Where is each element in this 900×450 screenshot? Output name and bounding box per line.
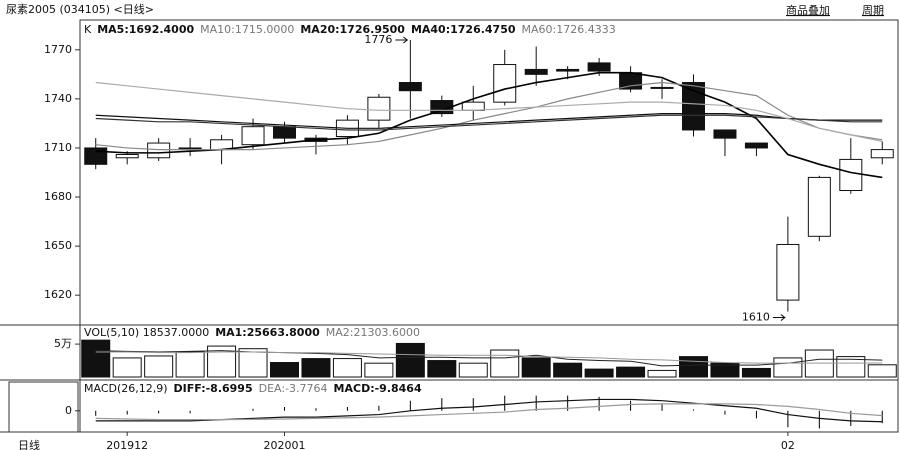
volume-bar <box>741 367 771 378</box>
candle-body <box>178 147 202 150</box>
volume-bar <box>144 355 174 378</box>
volume-bar <box>395 342 425 378</box>
period-link[interactable]: 周期 <box>862 4 884 17</box>
main-legend: K MA5:1692.4000 MA10:1715.0000 MA20:1726.95… <box>84 23 616 36</box>
y-tick-label: 0 <box>65 404 72 417</box>
candle-body <box>839 158 863 191</box>
volume-bar <box>490 349 520 378</box>
candle-body <box>556 68 580 72</box>
y-tick-label: 1680 <box>44 190 72 203</box>
y-tick-label: 1740 <box>44 92 72 105</box>
macd-legend: MACD(26,12,9) DIFF:-8.6995 DEA:-3.7764 MACD… <box>84 382 422 395</box>
legend-entry: MA20:1726.9500 <box>300 23 405 36</box>
volume-bar <box>584 368 614 378</box>
legend-entry: MA40:1726.4750 <box>411 23 516 36</box>
title: 尿素2005 (034105) <日线> <box>6 2 154 16</box>
candle-body <box>744 142 768 149</box>
vol-legend: VOL(5,10) 18537.0000 MA1:25663.8000 MA2:21… <box>84 326 420 339</box>
candle-body <box>776 243 800 301</box>
line <box>95 403 883 421</box>
volume-bar <box>616 366 646 378</box>
legend-entry: MA10:1715.0000 <box>200 23 294 36</box>
line <box>95 113 883 129</box>
volume-bar <box>332 358 362 378</box>
line <box>95 114 883 131</box>
legend-entry: MA5:1692.4000 <box>97 23 194 36</box>
volume-bar <box>836 356 866 378</box>
legend-label: VOL(5,10) <box>84 326 139 339</box>
line <box>95 81 883 143</box>
candle-body <box>682 82 705 131</box>
line <box>95 350 883 367</box>
volume-bar <box>238 348 268 378</box>
y-tick-label: 1650 <box>44 239 72 252</box>
candle-body <box>713 129 737 139</box>
volume-bar <box>81 339 111 378</box>
candle-body <box>115 154 139 159</box>
candle-body <box>493 64 517 103</box>
candle-body <box>870 149 894 159</box>
legend-label: K <box>84 23 92 36</box>
candle-body <box>461 101 485 111</box>
line <box>95 81 883 151</box>
legend-entry: MA60:1726.4333 <box>522 23 616 36</box>
legend-entry: DEA:-3.7764 <box>259 382 328 395</box>
overlay-link[interactable]: 商品叠加 <box>786 3 830 17</box>
volume-bar <box>364 362 394 378</box>
y-tick-label: 1620 <box>44 288 72 301</box>
volume-bar <box>553 362 583 378</box>
line <box>95 351 883 364</box>
candle-body <box>273 126 296 139</box>
candle-body <box>587 62 611 72</box>
volume-bar <box>710 362 740 378</box>
line <box>95 398 883 423</box>
legend-entry: MA1:25663.8000 <box>215 326 320 339</box>
candle-body <box>524 68 548 75</box>
candle-body <box>619 72 643 90</box>
candle-body <box>367 96 391 121</box>
candle-body <box>650 86 674 89</box>
volume-bar <box>773 357 803 378</box>
annotation-arrow <box>772 314 786 321</box>
y-tick-label: 1770 <box>44 43 72 56</box>
legend-entry: DIFF:-8.6995 <box>174 382 253 395</box>
candle-body <box>241 126 265 146</box>
y-tick-label: 5万 <box>54 337 72 350</box>
candle-body <box>398 82 422 92</box>
candle-body <box>807 176 831 237</box>
legend-entry: MACD:-9.8464 <box>334 382 422 395</box>
volume-bar <box>679 356 708 378</box>
x-tick-label: 202001 <box>264 439 306 450</box>
legend-label: MACD(26,12,9) <box>84 382 168 395</box>
period-label: 日线 <box>18 438 40 450</box>
legend-entry: MA2:21303.6000 <box>326 326 420 339</box>
volume-bar <box>458 362 488 378</box>
annotation: 1610 <box>742 311 770 324</box>
x-tick-label: 201912 <box>106 439 148 450</box>
volume-bar <box>175 351 205 378</box>
volume-bar <box>867 364 897 378</box>
volume-bar <box>112 357 142 378</box>
line <box>95 71 883 179</box>
annotation-arrow <box>395 36 409 44</box>
volume-bar <box>427 360 457 378</box>
volume-bar <box>301 358 331 378</box>
y-tick-label: 1710 <box>44 141 72 154</box>
candle-body <box>84 147 108 165</box>
volume-bar <box>270 362 299 378</box>
volume-bar <box>647 369 677 378</box>
candle-body <box>147 142 171 159</box>
volume-bar <box>521 357 551 378</box>
x-tick-label: 02 <box>781 439 795 450</box>
annotation: 1776 <box>364 33 392 46</box>
legend-value: 18537.0000 <box>143 326 209 339</box>
